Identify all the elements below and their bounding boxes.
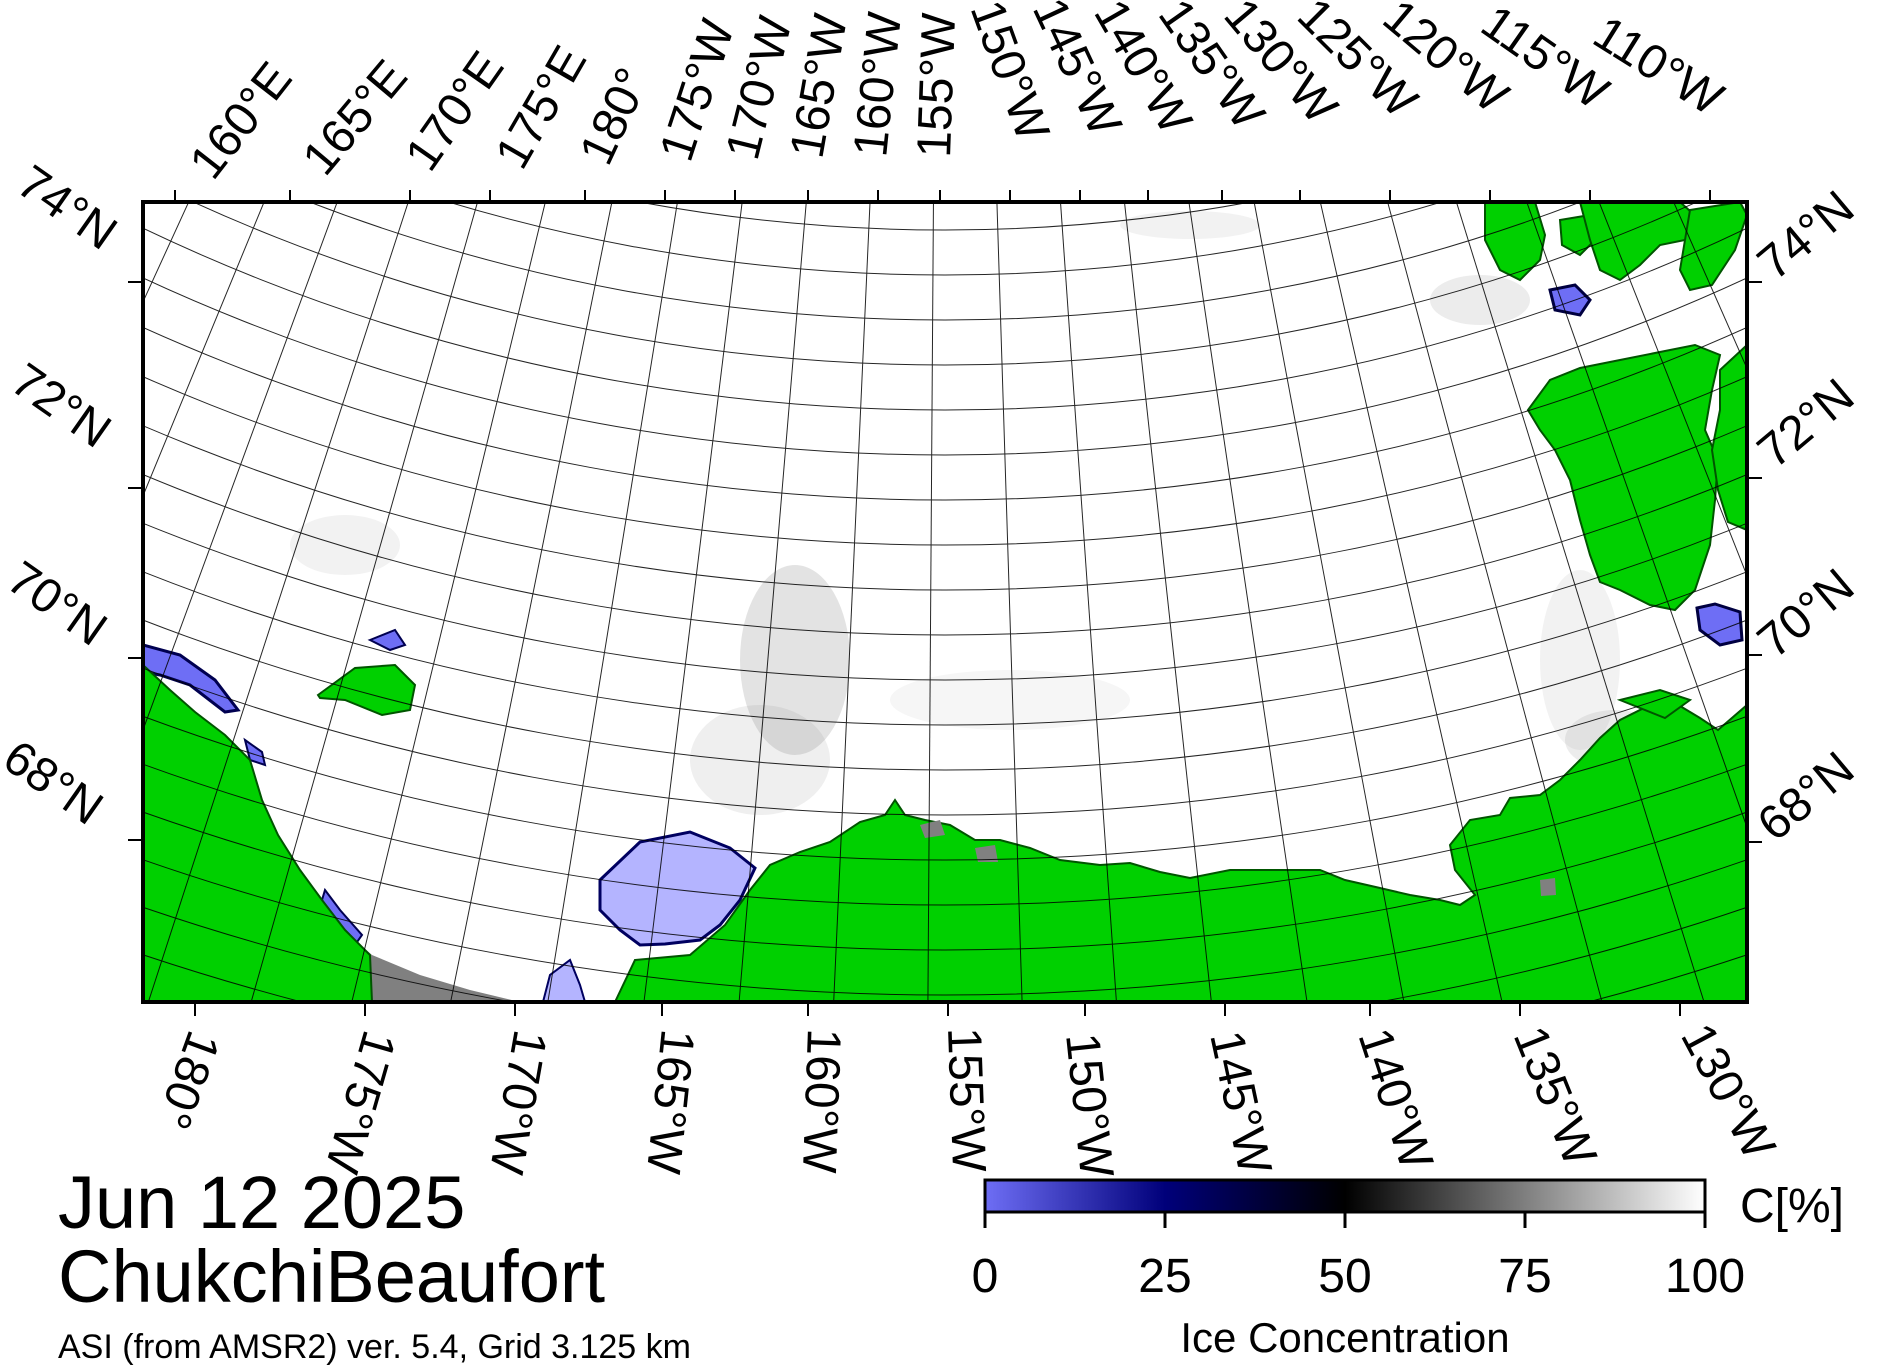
colorbar-tick-label: 100 (1665, 1250, 1745, 1303)
bottom-label: 155°W (937, 1027, 995, 1174)
land-alaska (613, 698, 1747, 1002)
meridian-line (1188, 202, 1308, 1002)
bottom-label: 130°W (1670, 1015, 1785, 1168)
meridian-line (738, 202, 807, 1002)
right-latitude-labels: 74°N 72°N 70°N 68°N (1748, 181, 1864, 852)
bottom-label: 135°W (1503, 1019, 1607, 1174)
meridian-line (547, 202, 678, 1002)
land-no-data-bits (920, 820, 1556, 896)
right-label: 74°N (1748, 181, 1864, 291)
left-latitude-labels: 74°N 72°N 70°N 68°N (0, 156, 126, 836)
land-parry-islands (1484, 202, 1547, 282)
top-label: 110°W (1584, 6, 1732, 126)
map-date: Jun 12 2025 (58, 1161, 465, 1244)
meridian-line (643, 202, 743, 1002)
meridian-line (1059, 202, 1117, 1002)
bottom-label: 170°W (479, 1026, 556, 1178)
meridian-line (147, 202, 409, 1002)
top-label: 165°E (293, 50, 418, 185)
bottom-label: 145°W (1199, 1026, 1281, 1179)
colorbar-unit: C[%] (1740, 1180, 1844, 1233)
map-product: ASI (from AMSR2) ver. 5.4, Grid 3.125 km (58, 1328, 691, 1366)
meridian-line (927, 202, 934, 1002)
bottom-label: 165°W (636, 1027, 704, 1177)
meridian-line (1526, 202, 1747, 829)
bottom-label: 175°W (314, 1025, 405, 1179)
map-region: ChukchiBeaufort (58, 1235, 606, 1318)
map-frame (141, 200, 1749, 1004)
frame-ticks (128, 190, 1762, 1016)
meridian-line (1455, 202, 1705, 1002)
bottom-label: 140°W (1348, 1022, 1443, 1177)
low-concentration-areas (143, 283, 1744, 1002)
colorbar-gradient (983, 1178, 1707, 1214)
colorbar-tick-label: 50 (1318, 1250, 1371, 1303)
colorbar-title: Ice Concentration (1180, 1314, 1509, 1361)
top-label: 155°W (908, 11, 966, 158)
no-data-area (355, 940, 520, 1002)
left-label: 70°N (0, 552, 116, 657)
colorbar-tick-label: 25 (1138, 1250, 1191, 1303)
left-label: 74°N (8, 156, 126, 261)
top-label: 175°E (486, 37, 598, 177)
bottom-longitude-labels: 180° 175°W 170°W 165°W 160°W 155°W 150°W… (146, 1015, 1786, 1180)
colorbar-tick-label: 0 (972, 1250, 999, 1303)
meridian-line (1387, 202, 1603, 1002)
ice-concentration-patches (290, 211, 1665, 815)
bottom-label: 180° (146, 1024, 230, 1135)
colorbar-tick-label: 75 (1498, 1250, 1551, 1303)
top-label: 160°E (180, 53, 303, 189)
land-victoria-island (1710, 343, 1747, 532)
meridian-line (450, 202, 613, 1002)
meridian-line (1319, 202, 1503, 1002)
colorbar: 0 25 50 75 100 C[%] Ice Concentration (972, 1178, 1844, 1361)
top-label: 170°E (396, 42, 515, 180)
meridian-line (1598, 202, 1747, 578)
meridian-line (143, 202, 338, 732)
land-masses (143, 202, 1747, 1002)
right-label: 70°N (1748, 559, 1864, 669)
top-longitude-labels: 160°E 165°E 170°E 175°E 180° 175°W 170°W… (180, 0, 1733, 189)
meridian-line (250, 202, 479, 1002)
meridian-line (833, 202, 871, 1002)
bottom-label: 160°W (792, 1028, 850, 1175)
land-chukotka (143, 663, 374, 1002)
left-label: 72°N (2, 354, 120, 459)
meridian-line (1253, 202, 1405, 1002)
land-wrangel-island (316, 663, 417, 717)
meridian-line (996, 202, 1023, 1002)
meridian-line (351, 202, 546, 1002)
meridian-line (1848, 0, 1890, 786)
left-label: 68°N (0, 731, 112, 836)
right-label: 72°N (1748, 369, 1864, 479)
meridian-line (1123, 202, 1212, 1002)
right-label: 68°N (1748, 742, 1864, 852)
bottom-label: 150°W (1055, 1031, 1123, 1181)
